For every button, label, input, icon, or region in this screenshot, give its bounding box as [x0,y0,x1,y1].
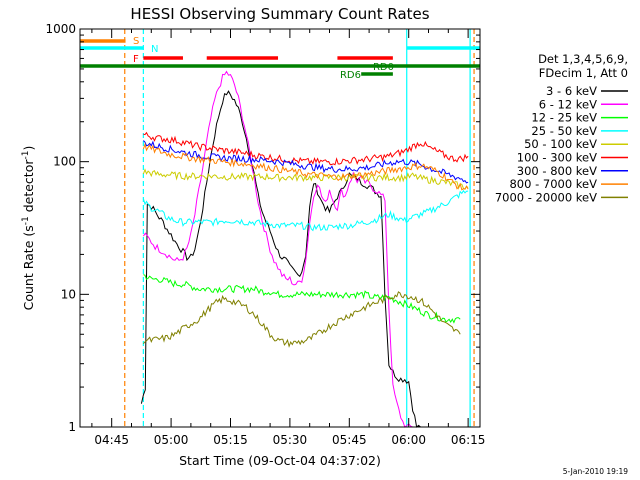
chart-title: HESSI Observing Summary Count Rates [130,5,429,23]
marker-label-rd6: RD6 [340,70,361,81]
marker-label-rd0: RD0 [373,62,394,73]
series-line-4 [142,168,469,190]
y-tick-label: 10 [61,287,76,301]
x-axis-label: Start Time (09-Oct-04 04:37:02) [179,453,381,468]
series-line-0 [140,90,421,428]
series-line-1 [142,70,417,428]
y-axis-label: Count Rate (s-1 detector-1) [21,146,36,311]
series-line-8 [143,291,461,348]
y-tick-label: 100 [53,155,76,169]
series-line-6 [143,140,469,184]
legend-header-detectors: Det 1,3,4,5,6,9, [538,52,628,66]
x-tick-label: 05:45 [332,433,367,447]
legend-entry-label: 100 - 300 keV [517,151,597,165]
x-axis: 04:45 05:00 05:15 05:30 05:45 06:00 06:15 [91,29,486,447]
footer-timestamp: 5-Jan-2010 19:19 [563,467,628,476]
x-tick-label: 05:30 [273,433,308,447]
x-tick-label: 06:15 [451,433,486,447]
legend-entry-label: 50 - 100 keV [524,137,597,151]
x-tick-label: 05:00 [154,433,189,447]
series-line-2 [143,274,461,324]
legend-header-attenuator: FDecim 1, Att 0 [539,66,628,80]
plot-area: S N F RD0 RD6 [80,29,480,428]
y-axis: 1 10 100 1000 [45,22,480,434]
legend-entry-label: 7000 - 20000 keV [495,190,597,204]
legend-entry-label: 300 - 800 keV [517,164,597,178]
marker-label-f: F [133,54,139,65]
series-line-3 [142,189,469,232]
marker-label-n: N [151,44,158,55]
legend-entry-label: 12 - 25 keV [531,111,597,125]
series-line-5 [143,131,469,166]
legend-entry-label: 800 - 7000 keV [509,177,597,191]
series-line-7 [142,142,469,191]
y-tick-label: 1000 [45,22,76,36]
x-tick-label: 04:45 [94,433,129,447]
legend-entry-label: 6 - 12 keV [539,97,597,111]
legend: Det 1,3,4,5,6,9, FDecim 1, Att 0 3 - 6 k… [495,52,628,204]
marker-label-s: S [133,36,139,47]
y-tick-label: 1 [68,420,76,434]
plot-frame [79,28,481,428]
x-tick-label: 06:00 [391,433,426,447]
legend-entry-label: 3 - 6 keV [546,84,597,98]
x-tick-label: 05:15 [213,433,248,447]
legend-entry-label: 25 - 50 keV [531,124,597,138]
